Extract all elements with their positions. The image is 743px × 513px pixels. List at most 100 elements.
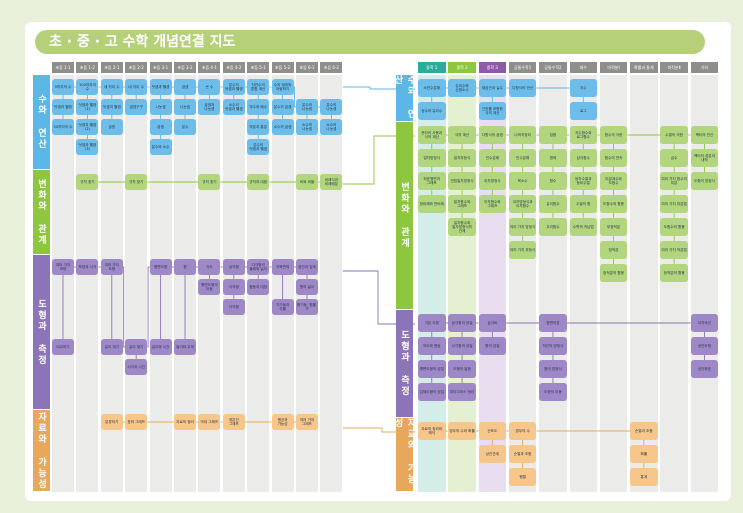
right-concept-node[interactable]: 복소수: [508, 172, 537, 190]
right-concept-node[interactable]: 삼각형의 성질: [448, 314, 476, 332]
left-concept-node[interactable]: 다각형의 둘레와 넓이: [247, 259, 270, 275]
left-concept-node[interactable]: 자료의 정리: [174, 414, 196, 430]
right-concept-node[interactable]: 평면도형의 성질: [418, 360, 446, 378]
right-concept-node[interactable]: 기본 도형: [418, 314, 446, 332]
left-concept-node[interactable]: 곱셈과 나눗셈: [198, 99, 221, 115]
left-concept-node[interactable]: 분수의 나눗셈: [296, 99, 318, 115]
left-concept-node[interactable]: 원의 넓이: [296, 279, 318, 295]
left-concept-node[interactable]: 덧셈과 뺄셈: [100, 99, 123, 115]
left-concept-node[interactable]: 공간과 입체: [296, 259, 318, 275]
left-concept-node[interactable]: 표와 그래프: [125, 414, 148, 430]
left-concept-node[interactable]: 비교하기: [52, 339, 74, 355]
right-concept-node[interactable]: 이차방정식: [478, 172, 507, 190]
right-concept-node[interactable]: 통계: [630, 468, 658, 486]
right-concept-node[interactable]: 정수와 유리수: [418, 102, 446, 120]
right-concept-node[interactable]: 이차함수와 그래프: [478, 195, 507, 213]
right-concept-node[interactable]: 지수함수와 로그함수: [569, 126, 597, 144]
left-concept-node[interactable]: 규칙 찾기: [76, 174, 99, 190]
left-concept-node[interactable]: 원: [174, 259, 196, 275]
right-concept-node[interactable]: 일차함수와 그래프: [448, 195, 476, 213]
right-concept-node[interactable]: 문자의 사용과 식의 계산: [418, 126, 446, 144]
left-concept-node[interactable]: 여러 가지 모양: [52, 259, 74, 275]
left-concept-node[interactable]: 덧셈과 뺄셈: [149, 79, 172, 95]
left-concept-node[interactable]: 덧셈과 뺄셈(2): [76, 119, 99, 135]
right-concept-node[interactable]: 수열의 극한: [660, 126, 688, 144]
left-concept-node[interactable]: 소수의 나눗셈: [296, 119, 318, 135]
left-concept-node[interactable]: 각기둥과 각뿔: [271, 299, 294, 315]
right-concept-node[interactable]: 여러 가지 부등식: [508, 241, 537, 259]
right-concept-node[interactable]: 로그: [569, 102, 597, 120]
right-concept-node[interactable]: 공간도형: [690, 337, 719, 355]
right-concept-node[interactable]: 무리함수: [539, 218, 567, 236]
right-concept-node[interactable]: 정적분의 활용: [599, 264, 628, 282]
left-concept-node[interactable]: 9까지의 수: [52, 79, 74, 95]
right-concept-node[interactable]: 여러 가지 적분법: [660, 241, 688, 259]
right-concept-node[interactable]: 벡터의 연산: [690, 126, 719, 144]
left-concept-node[interactable]: 분수: [174, 119, 196, 135]
right-concept-node[interactable]: 근호를 포함한 식의 계산: [478, 102, 507, 120]
right-concept-node[interactable]: 미분계수와 도함수: [599, 172, 628, 190]
right-concept-node[interactable]: 여러 가지 방정식: [508, 218, 537, 236]
left-concept-node[interactable]: 자연수의 혼합 계산: [247, 79, 270, 95]
left-concept-node[interactable]: 분수와 소수: [149, 139, 172, 155]
left-concept-node[interactable]: 분수의 덧셈과 뺄셈: [247, 139, 270, 155]
right-concept-node[interactable]: 도함수의 활용: [660, 218, 688, 236]
left-concept-node[interactable]: 꺾은선 그래프: [222, 414, 245, 430]
left-concept-node[interactable]: 원기둥, 원뿔, 구: [296, 299, 318, 315]
right-concept-node[interactable]: 정적분: [599, 241, 628, 259]
left-concept-node[interactable]: 소수의 곱셈: [271, 119, 294, 135]
right-concept-node[interactable]: 여러 가지 미분법: [660, 195, 688, 213]
left-concept-node[interactable]: 분수의 나눗셈: [320, 99, 343, 115]
right-concept-node[interactable]: 입체도형의 성질: [418, 383, 446, 401]
left-concept-node[interactable]: 여러 가지 도형: [100, 259, 123, 275]
right-concept-node[interactable]: 함수의 연속: [599, 149, 628, 167]
left-concept-node[interactable]: 막대 그래프: [198, 414, 221, 430]
left-concept-node[interactable]: 곱셈구구: [125, 99, 148, 115]
right-concept-node[interactable]: 부정적분: [599, 218, 628, 236]
right-concept-node[interactable]: 함수의 극한: [599, 126, 628, 144]
left-concept-node[interactable]: 들이와 무게: [174, 339, 196, 355]
right-concept-node[interactable]: 도형의 이동: [539, 383, 567, 401]
right-concept-node[interactable]: 식의 계산: [448, 126, 476, 144]
right-concept-node[interactable]: 도함수의 활용: [599, 195, 628, 213]
right-concept-node[interactable]: 직선의 방정식: [539, 337, 567, 355]
right-concept-node[interactable]: 연립일차방정식: [448, 172, 476, 190]
right-concept-node[interactable]: 삼각비: [478, 314, 507, 332]
left-concept-node[interactable]: 평면도형의 이동: [198, 279, 221, 295]
left-concept-node[interactable]: 곱셈: [149, 119, 172, 135]
right-concept-node[interactable]: 작도와 합동: [418, 337, 446, 355]
right-concept-node[interactable]: 다항식의 곱셈: [478, 126, 507, 144]
left-concept-node[interactable]: 덧셈과 뺄셈(3): [76, 139, 99, 155]
left-concept-node[interactable]: 규칙 찾기: [198, 174, 221, 190]
right-concept-node[interactable]: 소인수분해: [418, 79, 446, 97]
right-concept-node[interactable]: 피타고라스 정리: [448, 383, 476, 401]
left-concept-node[interactable]: 소수의 나눗셈: [320, 119, 343, 135]
left-concept-node[interactable]: 분류하기: [100, 414, 123, 430]
left-concept-node[interactable]: 규칙 찾기: [125, 174, 148, 190]
left-concept-node[interactable]: 규칙과 대응: [247, 174, 270, 190]
right-concept-node[interactable]: 자료의 정리와 해석: [418, 422, 446, 440]
right-concept-node[interactable]: 급수: [660, 149, 688, 167]
right-concept-node[interactable]: 인수분해: [478, 149, 507, 167]
right-concept-node[interactable]: 도형의 닮음: [448, 360, 476, 378]
left-concept-node[interactable]: 소수의 덧셈과 뺄셈: [222, 99, 245, 115]
left-concept-node[interactable]: 큰 수: [198, 79, 221, 95]
left-concept-node[interactable]: 덧셈과 뺄셈: [52, 99, 74, 115]
left-concept-node[interactable]: 시각과 시간: [125, 359, 148, 375]
left-concept-node[interactable]: 나눗셈: [174, 99, 196, 115]
right-concept-node[interactable]: 평면좌표: [539, 314, 567, 332]
left-concept-node[interactable]: 다각형: [222, 299, 245, 315]
right-concept-node[interactable]: 지수: [569, 79, 597, 97]
right-concept-node[interactable]: 확률: [630, 445, 658, 463]
right-concept-node[interactable]: 도형의 방정식: [690, 172, 719, 190]
left-concept-node[interactable]: 사각형: [222, 279, 245, 295]
left-concept-node[interactable]: 나눗셈: [149, 99, 172, 115]
left-concept-node[interactable]: 곱셈: [174, 79, 196, 95]
right-concept-node[interactable]: 유리수와 순환소수: [448, 79, 476, 97]
right-concept-node[interactable]: 집합: [539, 126, 567, 144]
right-concept-node[interactable]: 이차방정식과 이차함수: [508, 195, 537, 213]
left-concept-node[interactable]: 100까지의 수: [76, 79, 99, 95]
right-concept-node[interactable]: 경우의 수와 확률: [448, 422, 476, 440]
left-concept-node[interactable]: 비와 비율: [296, 174, 318, 190]
left-concept-node[interactable]: 비례식과 비례배분: [320, 174, 343, 190]
